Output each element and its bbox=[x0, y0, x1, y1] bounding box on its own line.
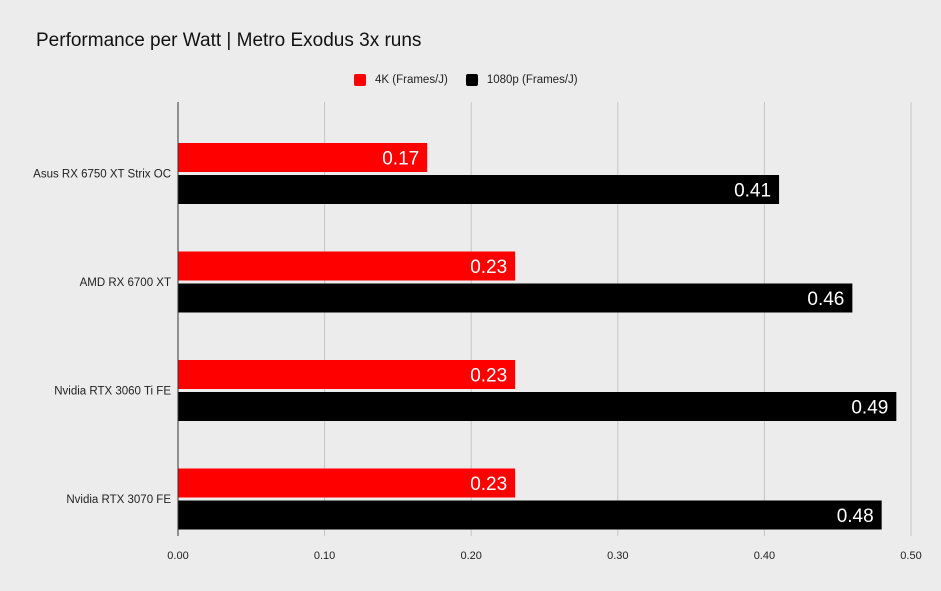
bar bbox=[178, 392, 897, 421]
x-tick-label: 0.30 bbox=[607, 550, 628, 562]
bar-value-label: 0.41 bbox=[734, 181, 771, 202]
legend-swatch-1080p bbox=[465, 74, 478, 86]
bar-value-label: 0.48 bbox=[837, 506, 874, 527]
bar-value-label: 0.49 bbox=[851, 398, 888, 419]
legend-item-4k: 4K (Frames/J) bbox=[354, 74, 448, 86]
bar bbox=[178, 360, 516, 389]
x-tick-label: 0.40 bbox=[754, 550, 775, 562]
x-tick-label: 0.20 bbox=[460, 550, 481, 562]
bar bbox=[178, 251, 516, 281]
x-tick-label: 0.50 bbox=[900, 550, 921, 562]
bar-value-label: 0.17 bbox=[382, 149, 419, 170]
bar bbox=[178, 468, 516, 498]
bar-value-label: 0.46 bbox=[807, 289, 844, 310]
bar-value-label: 0.23 bbox=[470, 474, 507, 495]
category-label: Asus RX 6750 XT Strix OC bbox=[33, 169, 171, 181]
legend-swatch-4k bbox=[354, 74, 366, 86]
legend-label-1080p: 1080p (Frames/J) bbox=[486, 74, 578, 86]
bar-value-label: 0.23 bbox=[470, 257, 507, 278]
legend: 4K (Frames/J) 1080p (Frames/J) bbox=[354, 72, 596, 88]
bar bbox=[178, 175, 780, 204]
bar bbox=[178, 143, 428, 172]
category-label: Nvidia RTX 3070 FE bbox=[66, 494, 171, 506]
x-tick-label: 0.10 bbox=[314, 550, 335, 562]
bar-value-label: 0.23 bbox=[470, 366, 507, 387]
category-label: Nvidia RTX 3060 Ti FE bbox=[54, 386, 171, 398]
chart-title: Performance per Watt | Metro Exodus 3x r… bbox=[36, 30, 422, 51]
bar bbox=[178, 283, 853, 313]
bar bbox=[178, 500, 882, 530]
legend-label-4k: 4K (Frames/J) bbox=[375, 74, 448, 86]
x-tick-label: 0.00 bbox=[167, 550, 188, 562]
category-label: AMD RX 6700 XT bbox=[80, 277, 171, 289]
legend-item-1080p: 1080p (Frames/J) bbox=[465, 74, 578, 86]
